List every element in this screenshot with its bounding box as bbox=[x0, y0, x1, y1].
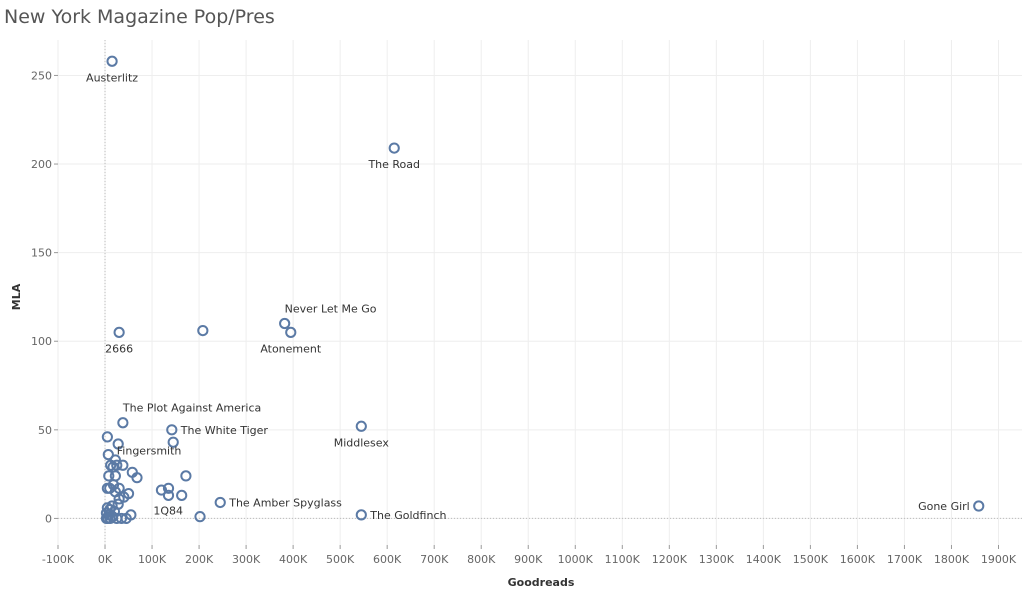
chart-title: New York Magazine Pop/Pres bbox=[4, 6, 275, 28]
y-tick-label: 150 bbox=[31, 247, 52, 260]
x-tick-label: 1100K bbox=[605, 553, 641, 566]
point-label: Fingersmith bbox=[117, 444, 182, 457]
data-point bbox=[102, 449, 114, 461]
x-tick-label: 900K bbox=[514, 553, 543, 566]
x-tick-label: 100K bbox=[138, 553, 167, 566]
data-point bbox=[162, 489, 175, 501]
data-point bbox=[106, 55, 118, 67]
data-point bbox=[115, 512, 128, 525]
x-tick-label: 200K bbox=[185, 553, 214, 566]
data-point bbox=[113, 493, 125, 505]
point-label: Atonement bbox=[260, 342, 322, 355]
data-point bbox=[131, 472, 143, 484]
x-tick-label: 400K bbox=[279, 553, 308, 566]
data-point bbox=[197, 324, 209, 337]
data-point bbox=[388, 142, 400, 154]
data-point bbox=[162, 482, 175, 494]
data-point bbox=[112, 438, 124, 450]
x-tick-label: 1200K bbox=[652, 553, 688, 566]
x-tick-label: 500K bbox=[326, 553, 355, 566]
x-axis-title: Goodreads bbox=[508, 576, 575, 589]
y-axis-ticks: 0 50 100 150 200 250 bbox=[31, 69, 58, 525]
x-tick-label: 700K bbox=[420, 553, 449, 566]
data-point bbox=[155, 484, 168, 496]
data-point bbox=[194, 511, 206, 523]
y-tick-label: 250 bbox=[31, 69, 52, 82]
data-point bbox=[120, 512, 132, 525]
x-tick-label: 1000K bbox=[558, 553, 594, 566]
x-tick-label: 1600K bbox=[840, 553, 876, 566]
data-point bbox=[167, 436, 179, 448]
data-point bbox=[355, 509, 367, 521]
data-point bbox=[355, 420, 367, 432]
data-point bbox=[105, 459, 117, 471]
point-label: The Road bbox=[367, 158, 420, 171]
x-tick-label: 600K bbox=[373, 553, 402, 566]
data-point bbox=[214, 496, 226, 509]
x-tick-label: -100K bbox=[42, 553, 75, 566]
data-point bbox=[117, 459, 129, 471]
point-labels: Austerlitz The Road Never Let Me Go Atoneme… bbox=[86, 71, 970, 522]
data-points bbox=[100, 55, 985, 525]
data-point bbox=[117, 417, 129, 429]
data-point bbox=[104, 512, 116, 525]
y-tick-label: 50 bbox=[38, 424, 52, 437]
x-tick-label: 300K bbox=[232, 553, 261, 566]
point-label: 1Q84 bbox=[153, 505, 183, 518]
data-point bbox=[176, 489, 188, 501]
x-tick-label: 1500K bbox=[793, 553, 829, 566]
x-tick-label: 1800K bbox=[934, 553, 970, 566]
x-tick-label: 0K bbox=[98, 553, 113, 566]
data-point bbox=[109, 470, 121, 482]
x-axis-ticks: -100K 0K 100K 200K 300K 400K 500K 600K 700K 800K 9… bbox=[42, 545, 1017, 566]
x-tick-label: 1300K bbox=[699, 553, 735, 566]
y-tick-label: 0 bbox=[45, 512, 52, 525]
point-label: Never Let Me Go bbox=[285, 303, 377, 316]
y-tick-label: 200 bbox=[31, 158, 52, 171]
point-label: Austerlitz bbox=[86, 71, 138, 84]
point-label: Middlesex bbox=[334, 436, 390, 449]
point-label: The Amber Spyglass bbox=[228, 496, 342, 509]
grid-lines bbox=[57, 40, 1022, 545]
data-point bbox=[279, 317, 291, 330]
data-point bbox=[166, 424, 178, 436]
zero-reference-lines bbox=[58, 40, 1022, 545]
x-tick-label: 1400K bbox=[746, 553, 782, 566]
data-point bbox=[285, 326, 297, 338]
y-axis-title: MLA bbox=[10, 283, 23, 310]
point-label: The White Tiger bbox=[180, 424, 269, 437]
data-point bbox=[103, 470, 115, 482]
point-label: Gone Girl bbox=[918, 500, 970, 513]
point-label: 2666 bbox=[105, 342, 133, 355]
x-tick-label: 800K bbox=[467, 553, 496, 566]
data-point bbox=[101, 431, 113, 443]
data-point bbox=[180, 470, 192, 482]
data-point bbox=[973, 500, 985, 512]
data-point bbox=[113, 326, 125, 338]
point-label: The Plot Against America bbox=[122, 402, 261, 415]
x-tick-label: 1900K bbox=[981, 553, 1017, 566]
x-tick-label: 1700K bbox=[887, 553, 923, 566]
y-tick-label: 100 bbox=[31, 335, 52, 348]
point-label: The Goldfinch bbox=[369, 509, 446, 522]
